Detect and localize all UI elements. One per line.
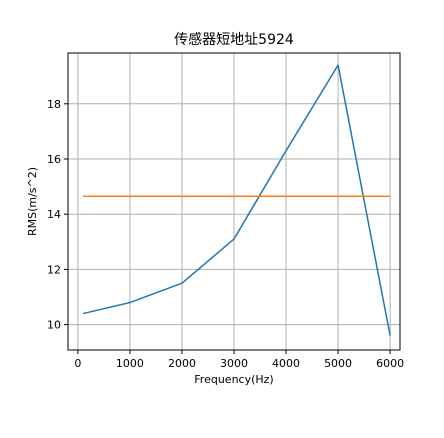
x-tick-label: 0: [74, 357, 81, 370]
x-tick-label: 5000: [324, 357, 352, 370]
grid: [68, 53, 400, 350]
y-axis-label: RMS(m/s^2): [26, 167, 39, 236]
x-tick-label: 3000: [220, 357, 248, 370]
x-axis-label: Frequency(Hz): [194, 373, 273, 386]
y-tick-label: 12: [47, 263, 61, 276]
x-tick-label: 6000: [376, 357, 404, 370]
series-line-1: [82, 64, 391, 336]
y-tick-label: 14: [47, 208, 61, 221]
y-tick-label: 16: [47, 153, 61, 166]
chart-title: 传感器短地址5924: [174, 31, 294, 48]
x-tick-label: 4000: [272, 357, 300, 370]
x-tick-label: 2000: [168, 357, 196, 370]
x-tick-label: 1000: [116, 357, 144, 370]
x-ticks: 0 1000 2000 3000 4000 5000 6000: [74, 350, 404, 370]
y-ticks: 10 12 14 16 18: [47, 98, 68, 332]
y-tick-label: 10: [47, 319, 61, 332]
series-group: [82, 64, 391, 336]
y-tick-label: 18: [47, 98, 61, 111]
